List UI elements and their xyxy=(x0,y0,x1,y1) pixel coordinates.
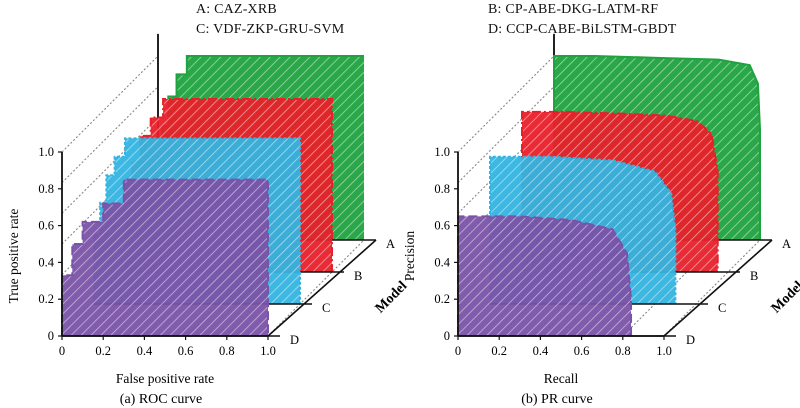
roc-chart: 0 0.2 0.4 0.6 0.8 1.0 0 0.2 0.4 0.6 0.8 1.0 A B C D Fals… xyxy=(6,33,411,407)
y-tick-label: 1.0 xyxy=(434,145,450,159)
series-hatch-d xyxy=(62,179,268,336)
y-axis-label: Precision xyxy=(402,231,417,281)
series-line-a xyxy=(553,55,761,240)
series-line-b xyxy=(125,98,333,272)
x-axis-label: Recall xyxy=(544,371,579,386)
x-tick-label: 0.2 xyxy=(95,344,111,358)
depth-guide xyxy=(267,239,365,337)
x-tick-label: 1.0 xyxy=(656,344,672,358)
depth-guide xyxy=(457,55,555,153)
x-tick-label: 0 xyxy=(455,344,461,358)
depth-guide xyxy=(457,86,555,184)
legend-a: A: CAZ-XRB xyxy=(196,2,277,17)
y-tick-label: 0.4 xyxy=(38,255,54,269)
series-line-d xyxy=(457,215,633,336)
legend-c: C: VDF-ZKP-GRU-SVM xyxy=(196,22,345,37)
z-axis-label: Model xyxy=(373,279,411,317)
depth-guide xyxy=(61,55,159,153)
z-axis xyxy=(267,239,377,337)
z-tick-label: A xyxy=(386,237,395,251)
y-tick-label: 0.4 xyxy=(434,255,450,269)
x-tick-label: 0.6 xyxy=(178,344,194,358)
x-tick-label: 0 xyxy=(59,344,65,358)
z-axis xyxy=(663,239,773,337)
y-tick-label: 0 xyxy=(444,329,450,343)
legend-b: B: CP-ABE-DKG-LATM-RF xyxy=(488,2,659,17)
z-tick-label: B xyxy=(750,269,758,283)
series-line-c xyxy=(489,155,677,304)
z-tick-label: A xyxy=(782,237,791,251)
x-tick-label: 1.0 xyxy=(260,344,276,358)
x-axis-label: False positive rate xyxy=(116,371,214,386)
series-hatch-d xyxy=(458,216,664,336)
z-tick-label: C xyxy=(322,301,330,315)
x-tick-label: 0.8 xyxy=(219,344,235,358)
z-axis-label: Model xyxy=(769,279,800,317)
z-tick-label: C xyxy=(718,301,726,315)
z-tick-label: B xyxy=(354,269,362,283)
y-tick-label: 0.2 xyxy=(434,292,450,306)
y-tick-label: 0.6 xyxy=(434,219,450,233)
depth-guide xyxy=(663,239,761,337)
y-tick-label: 1.0 xyxy=(38,145,54,159)
x-tick-label: 0.2 xyxy=(491,344,507,358)
series-line-d xyxy=(61,178,269,336)
legend-d: D: CCP-CABE-BiLSTM-GBDT xyxy=(488,22,677,37)
y-tick-label: 0.8 xyxy=(434,182,450,196)
y-tick-label: 0.2 xyxy=(38,292,54,306)
x-tick-label: 0.4 xyxy=(533,344,549,358)
y-tick-label: 0 xyxy=(48,329,54,343)
x-tick-label: 0.6 xyxy=(574,344,590,358)
depth-guide xyxy=(61,116,159,214)
y-tick-label: 0.8 xyxy=(38,182,54,196)
y-tick-label: 0.6 xyxy=(38,219,54,233)
depth-guide xyxy=(61,86,159,184)
x-tick-label: 0.4 xyxy=(137,344,153,358)
panel-caption: (a) ROC curve xyxy=(120,392,202,407)
panel-caption: (b) PR curve xyxy=(521,392,593,407)
pr-chart: 0 0.2 0.4 0.6 0.8 1.0 0 0.2 0.4 0.6 0.8 1.0 A B C D Reca… xyxy=(402,33,800,407)
series-line-b xyxy=(521,110,719,272)
z-tick-label: D xyxy=(290,333,299,347)
z-tick-label: D xyxy=(686,333,695,347)
y-axis-label: True positive rate xyxy=(6,209,21,304)
x-tick-label: 0.8 xyxy=(615,344,631,358)
